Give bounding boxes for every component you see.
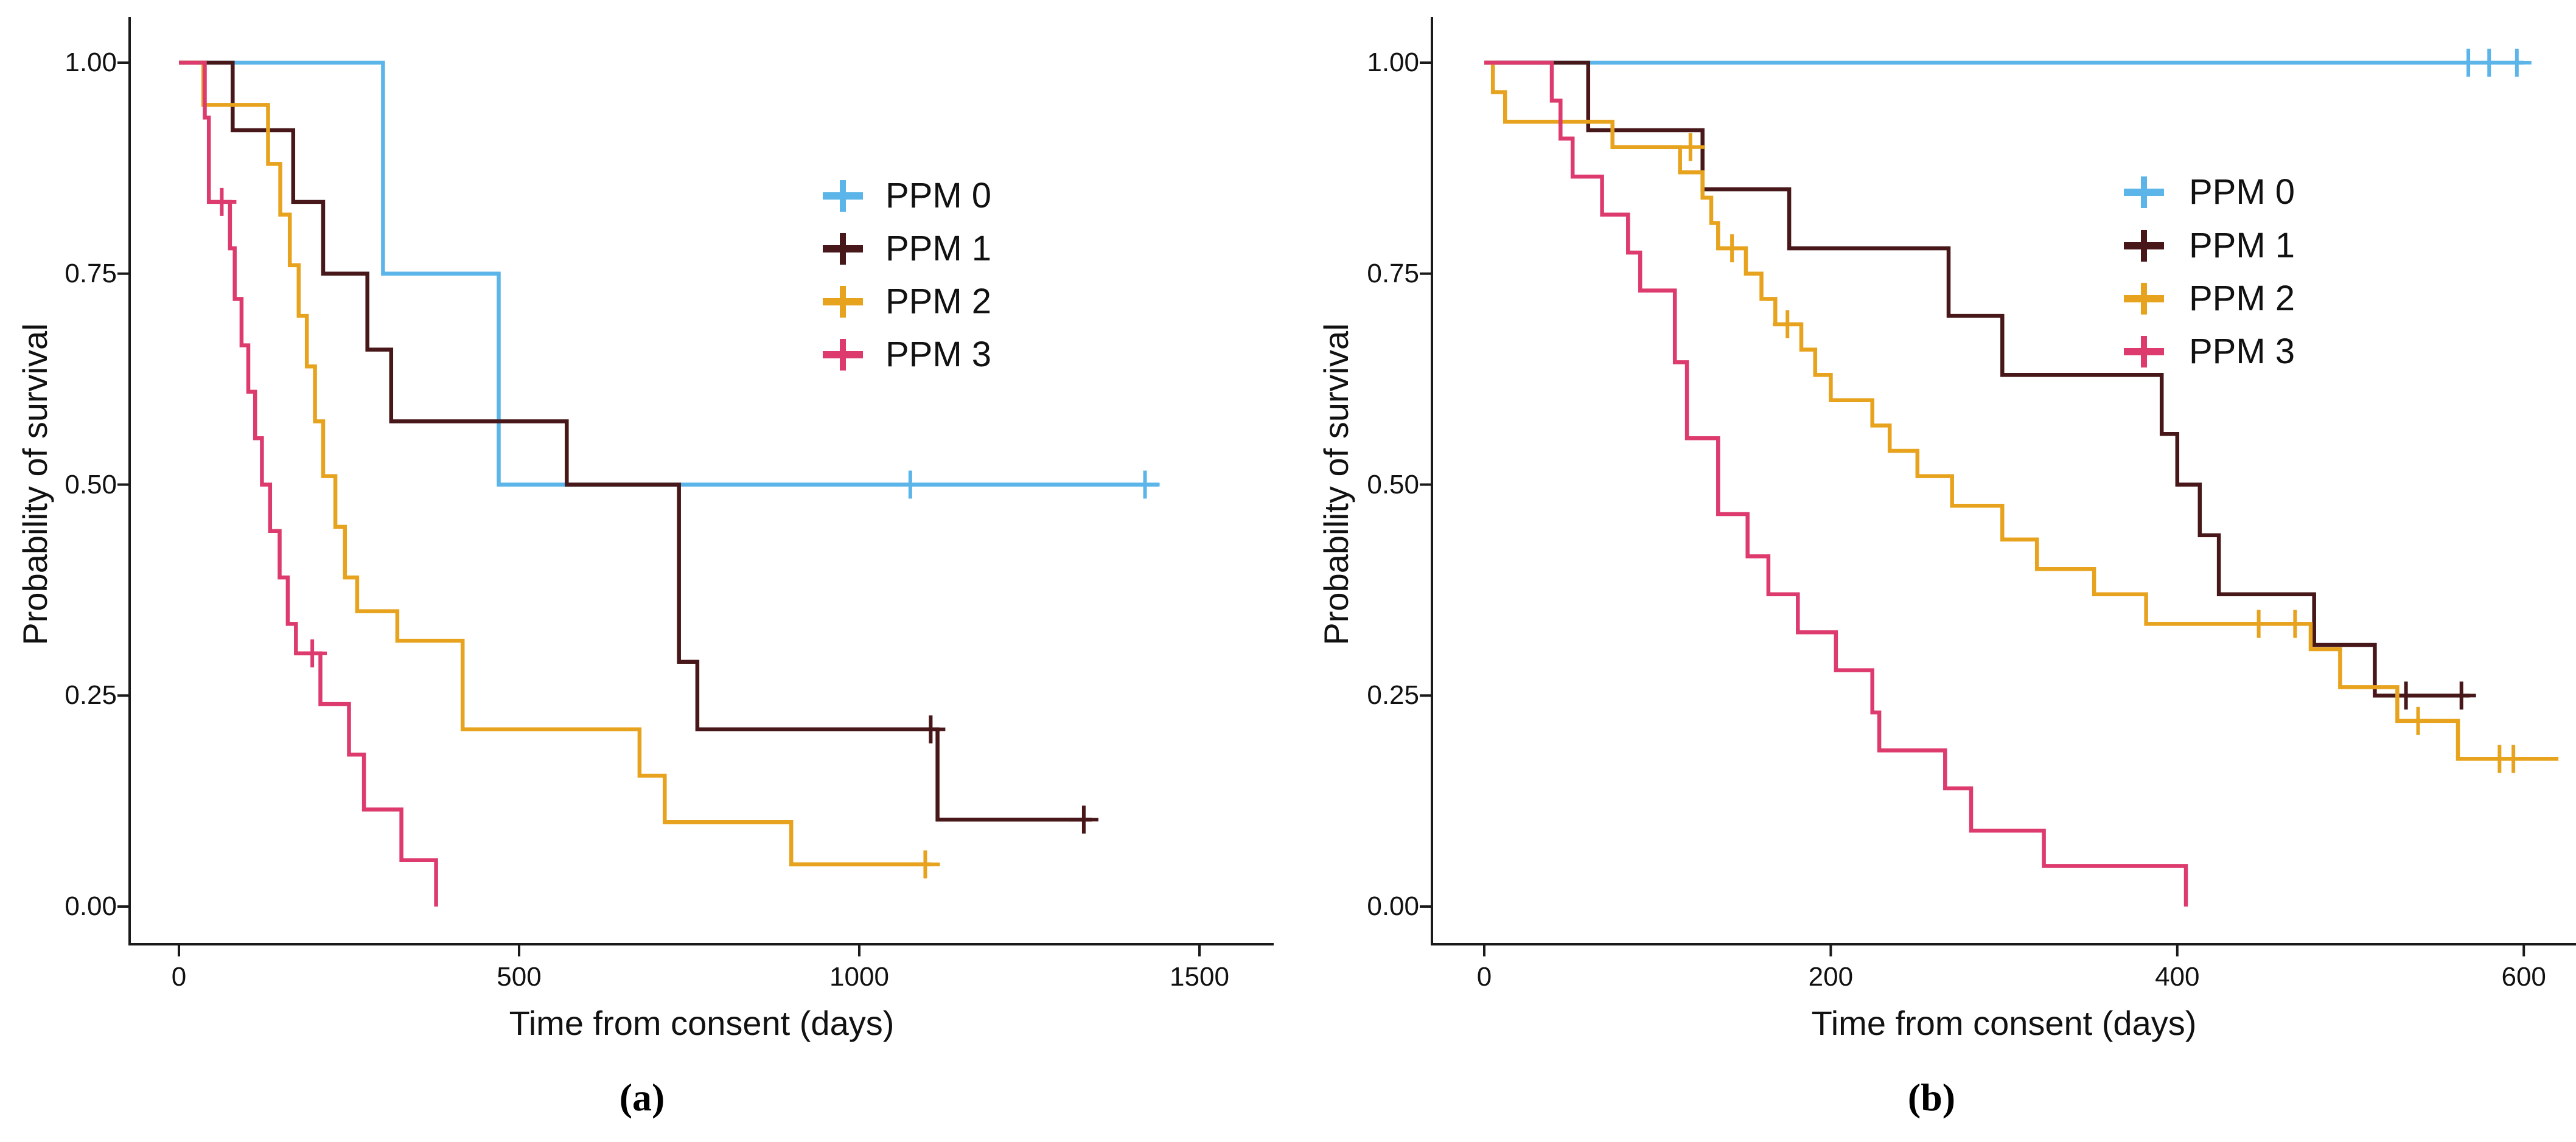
caption-b: (b) — [1907, 1076, 1956, 1119]
y-tick-label: 0.25 — [1367, 680, 1419, 711]
legend-marker-icon — [2141, 230, 2147, 262]
y-tick-label: 0.00 — [1367, 891, 1419, 921]
ppm-1-curve-b — [1484, 60, 2470, 698]
x-tick-label: 600 — [2501, 962, 2546, 992]
x-tick-label: 0 — [171, 962, 187, 992]
ppm-2-curve-b — [1484, 60, 2559, 761]
caption-a: (a) — [619, 1076, 665, 1119]
x-axis-title-b: Time from consent (days) — [1811, 1004, 2197, 1042]
x-tick-label: 200 — [1808, 962, 1854, 992]
y-tick-label: 0.75 — [65, 258, 117, 288]
legend-label-ppm-0: PPM 0 — [885, 176, 992, 215]
ppm-2-curve-a — [179, 60, 931, 866]
legend-label-ppm-3: PPM 3 — [885, 335, 992, 374]
ppm-3-curve-a — [179, 60, 438, 907]
legend-label-ppm-1: PPM 1 — [885, 229, 992, 268]
axis-lines-b — [1431, 17, 2576, 945]
x-tick-label: 0 — [1476, 962, 1492, 992]
y-tick-label: 0.25 — [65, 680, 117, 711]
x-tick-label: 1500 — [1170, 962, 1229, 992]
ppm-3-curve-b — [1484, 60, 2188, 907]
legend-label-ppm-0: PPM 0 — [2189, 172, 2295, 212]
y-tick-label: 1.00 — [1367, 47, 1419, 77]
axis-lines-a — [128, 17, 1274, 945]
x-tick-label: 1000 — [829, 962, 889, 992]
x-axis-title-a: Time from consent (days) — [509, 1004, 895, 1042]
legend-marker-icon — [840, 286, 846, 318]
legend-marker-icon — [2141, 336, 2147, 367]
x-tick-label: 500 — [497, 962, 542, 992]
legend-marker-icon — [2141, 283, 2147, 315]
y-tick-label: 0.75 — [1367, 258, 1419, 288]
legend-marker-icon — [2141, 176, 2147, 208]
legend-marker-icon — [840, 180, 846, 212]
legend-label-ppm-2: PPM 2 — [885, 282, 992, 321]
legend-marker-icon — [840, 233, 846, 265]
y-tick-label: 0.00 — [65, 891, 117, 921]
legend-label-ppm-1: PPM 1 — [2189, 226, 2295, 265]
x-tick-label: 400 — [2155, 962, 2200, 992]
legend-label-ppm-2: PPM 2 — [2189, 279, 2295, 318]
legend-marker-icon — [840, 339, 846, 371]
y-tick-label: 1.00 — [65, 47, 117, 77]
y-tick-label: 0.50 — [1367, 469, 1419, 500]
ppm-1-curve-a — [179, 60, 1092, 822]
legend-label-ppm-3: PPM 3 — [2189, 332, 2295, 371]
y-tick-label: 0.50 — [65, 469, 117, 500]
